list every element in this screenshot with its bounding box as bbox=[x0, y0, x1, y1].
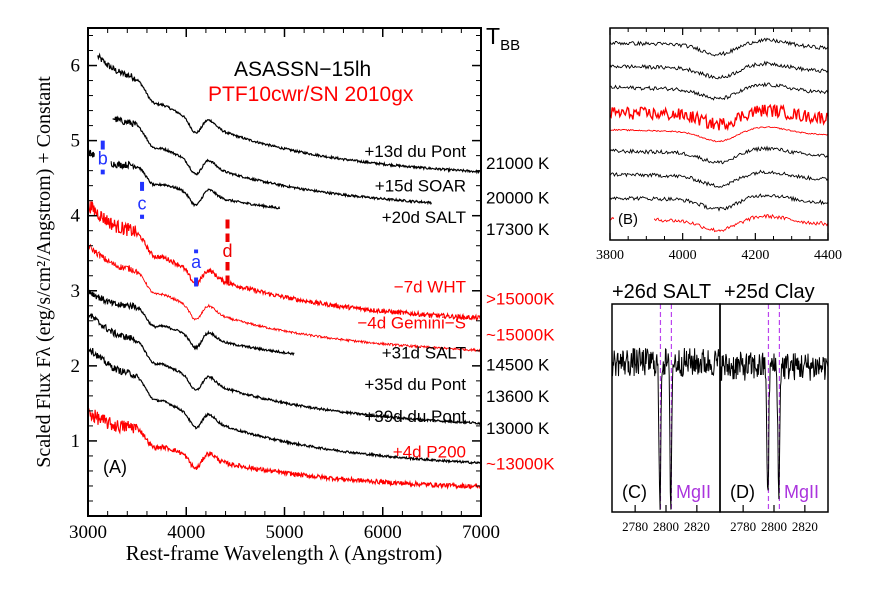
spectrum-label: +20d SALT bbox=[382, 208, 466, 227]
panel-b-label-bg bbox=[614, 206, 654, 230]
panel-d-mgii-label: MgII bbox=[784, 482, 819, 502]
feature-marker-label: b bbox=[98, 149, 108, 169]
spectrum-line bbox=[87, 312, 481, 426]
panel-b-traces bbox=[609, 37, 829, 233]
spectrum-line bbox=[112, 115, 433, 206]
spectrum-line bbox=[87, 149, 281, 210]
panel-c-x-tick-label: 2780 bbox=[622, 519, 648, 534]
panel-b-spectrum bbox=[609, 169, 829, 188]
legend-asassn: ASASSN−15lh bbox=[234, 58, 371, 81]
spectrum-label: −4d Gemini−S bbox=[357, 313, 466, 332]
panel-c-mgii-label: MgII bbox=[676, 482, 711, 502]
panel-c: +26d SALT 2780 2800 2820 (C) MgII bbox=[611, 281, 721, 534]
spectrum-label: +31d SALT bbox=[382, 343, 466, 362]
y-tick-label: 4 bbox=[71, 206, 81, 227]
panel-b-frame bbox=[609, 27, 829, 241]
panel-a: b c a d +13d du Pont 21000 K +15d SOAR 20000 K… bbox=[33, 23, 555, 565]
spectrum-line bbox=[87, 243, 482, 353]
panel-b-x-tick-label: 4000 bbox=[669, 248, 697, 263]
panel-b-spectrum bbox=[609, 193, 829, 212]
panel-d-label: (D) bbox=[730, 482, 755, 502]
y-tick-label: 2 bbox=[71, 356, 81, 377]
spectrum-line bbox=[87, 407, 482, 490]
spectrum-label: +4d P200 bbox=[393, 442, 466, 461]
panel-b-label: (B) bbox=[618, 211, 638, 228]
panel-d-title: +25d Clay bbox=[724, 281, 815, 303]
panel-c-traces bbox=[611, 304, 721, 512]
temperature-label: ~15000K bbox=[486, 325, 555, 344]
panel-c-x-tick-label: 2800 bbox=[653, 519, 679, 534]
spectrum-label: +15d SOAR bbox=[375, 177, 466, 196]
spectrum-label: −7d WHT bbox=[394, 277, 466, 296]
spectrum-line bbox=[87, 199, 481, 322]
panel-c-frame bbox=[611, 303, 721, 513]
panel-d-x-tick-label: 2820 bbox=[792, 519, 818, 534]
spectrum-line bbox=[87, 347, 482, 465]
spectrum-line bbox=[97, 52, 481, 175]
panel-a-spectrum-labels: +13d du Pont 21000 K +15d SOAR 20000 K +20d … bbox=[357, 142, 555, 473]
panel-d: +25d Clay 2780 2800 2820 (D) MgII bbox=[719, 281, 829, 534]
y-tick-label: 5 bbox=[71, 131, 81, 152]
panel-c-x-tick-label: 2820 bbox=[684, 519, 710, 534]
temperature-label: >15000K bbox=[486, 289, 555, 308]
panel-d-frame bbox=[719, 303, 829, 513]
panel-d-ticks: 2780 2800 2820 bbox=[730, 505, 818, 534]
panel-b-x-tick-label: 4400 bbox=[814, 248, 842, 263]
y-tick-label: 6 bbox=[71, 56, 81, 77]
x-tick-label: 3000 bbox=[69, 522, 107, 543]
temperature-label: 14500 K bbox=[486, 355, 550, 374]
temperature-label: ~13000K bbox=[486, 454, 555, 473]
panel-d-spectrum bbox=[719, 351, 829, 500]
panel-b-x-tick-label: 4200 bbox=[741, 248, 769, 263]
panel-b-spectrum bbox=[609, 145, 829, 165]
panel-a-feature-markers: b c a d bbox=[94, 140, 236, 288]
feature-marker-label-bg bbox=[188, 253, 205, 274]
temperature-label: 13600 K bbox=[486, 387, 550, 406]
panel-a-traces bbox=[87, 52, 482, 490]
panel-b-spectrum bbox=[609, 81, 829, 101]
panel-c-label: (C) bbox=[622, 482, 647, 502]
panel-b-spectrum bbox=[609, 60, 829, 80]
temperature-label: 20000 K bbox=[486, 189, 550, 208]
x-tick-label: 6000 bbox=[364, 522, 402, 543]
spectrum-label: +35d du Pont bbox=[364, 375, 466, 394]
panel-b-spectrum bbox=[609, 103, 829, 132]
temperature-header: TBB bbox=[486, 23, 520, 54]
panel-b: 3800 4000 4200 4400 (B) bbox=[596, 27, 842, 263]
x-axis-label: Rest-frame Wavelength λ (Angstrom) bbox=[126, 541, 443, 565]
feature-marker-label-bg bbox=[219, 241, 236, 262]
legend-ptf10cwr: PTF10cwr/SN 2010gx bbox=[208, 83, 414, 106]
panel-d-traces bbox=[719, 304, 829, 512]
feature-marker-label-bg bbox=[134, 194, 151, 215]
x-tick-label: 7000 bbox=[462, 522, 500, 543]
panel-a-label: (A) bbox=[103, 457, 127, 477]
x-tick-label: 5000 bbox=[266, 522, 304, 543]
temperature-label: 17300 K bbox=[486, 220, 550, 239]
temperature-label: 13000 K bbox=[486, 419, 550, 438]
panel-b-spectrum bbox=[609, 37, 829, 57]
y-tick-label: 3 bbox=[71, 281, 81, 302]
panel-b-x-tick-label: 3800 bbox=[596, 248, 624, 263]
x-tick-label: 4000 bbox=[167, 522, 205, 543]
panel-c-title: +26d SALT bbox=[612, 281, 711, 303]
temperature-label: 21000 K bbox=[486, 154, 550, 173]
panel-a-ticks: 3000 4000 5000 6000 7000 1 2 3 4 5 6 bbox=[69, 28, 500, 543]
panel-b-ticks: 3800 4000 4200 4400 bbox=[596, 28, 842, 263]
panel-b-spectrum bbox=[609, 126, 829, 143]
panel-a-frame bbox=[87, 27, 482, 517]
feature-marker-label: c bbox=[138, 194, 147, 214]
feature-marker-label-bg bbox=[94, 149, 111, 170]
panel-d-x-tick-label: 2800 bbox=[761, 519, 787, 534]
spectrum-line bbox=[87, 289, 295, 357]
panel-c-ticks: 2780 2800 2820 bbox=[622, 505, 710, 534]
y-tick-label: 1 bbox=[71, 431, 81, 452]
panel-d-x-tick-label: 2780 bbox=[730, 519, 756, 534]
feature-marker-label: a bbox=[191, 252, 202, 272]
panel-c-spectrum bbox=[611, 347, 721, 510]
y-axis-label: Scaled Flux Fλ (erg/s/cm²/Angstrom) + Co… bbox=[33, 76, 55, 468]
feature-marker-label: d bbox=[223, 241, 233, 261]
spectrum-label: +39d du Pont bbox=[364, 407, 466, 426]
spectrum-label: +13d du Pont bbox=[364, 142, 466, 161]
